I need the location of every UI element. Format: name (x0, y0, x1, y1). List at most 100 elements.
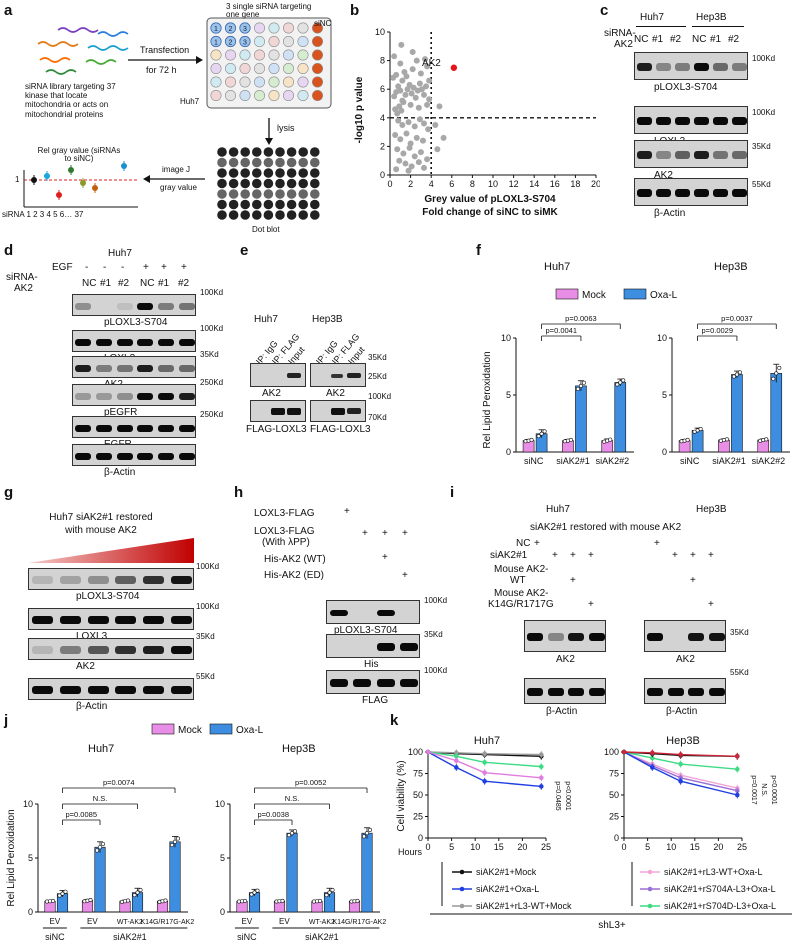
d-mw: 35Kd (200, 350, 219, 359)
k-y-tick-label: 25 (609, 812, 619, 822)
small-dot (121, 163, 127, 169)
i-blot-huh7-ak2-band (527, 633, 544, 641)
d-mw: 100Kd (200, 288, 224, 297)
k-legend-marker (647, 903, 653, 909)
k-legend-label: siAK2#1+rS704A-L3+Oxa-L (664, 884, 776, 894)
dot-blot-spot (228, 178, 239, 189)
k-pvalue: N.S. (760, 783, 767, 797)
c-blot-1 (634, 106, 748, 134)
d-blot-3-band (96, 392, 112, 400)
d-egf-sign: + (161, 262, 167, 273)
c-blot-2-band (713, 151, 728, 159)
c-blot-2-band (694, 151, 709, 159)
dot-blot-spot (217, 168, 227, 178)
k-series-line (623, 751, 738, 792)
g-blot-2-band (87, 646, 109, 654)
i-blot-hep3b-actin (644, 678, 726, 704)
d-blot-4-band (75, 424, 92, 432)
plate-well (282, 62, 294, 74)
bar-dot (361, 834, 366, 839)
b-point (409, 66, 416, 73)
g-blot-0-band (142, 576, 164, 584)
dot-blot-spot (286, 210, 297, 220)
pvalue-label: N.S. (285, 794, 300, 803)
c-sirna: siRNA- (604, 28, 636, 39)
d-sirna: siRNA- (6, 272, 38, 283)
dot-blot-spot (286, 147, 297, 157)
j-legend-mock-swatch (151, 723, 175, 735)
panel-label-e: e (240, 242, 249, 259)
d-blot-2-band (96, 364, 112, 372)
g-blot-0-band (170, 576, 192, 584)
b-point (408, 90, 415, 97)
d-blot-5-band (116, 452, 133, 460)
plate-well (239, 62, 251, 74)
plate-well (311, 22, 323, 34)
e-huh7-ak2-blot (250, 363, 306, 387)
b-point (399, 97, 406, 104)
i-title: siAK2#1 restored with mouse AK2 (530, 522, 682, 533)
h-plus-sign: + (344, 506, 350, 517)
c-blot-0-band (713, 63, 728, 71)
d-lane-label: #1 (158, 278, 170, 289)
plate-well (311, 62, 323, 74)
e-ak2-label-2: AK2 (326, 388, 345, 399)
k-point (454, 765, 459, 770)
f-legend-mock: Mock (582, 290, 607, 301)
bar-dot (364, 831, 369, 836)
k-y-tick-label: 50 (609, 790, 619, 800)
c-blot-2 (634, 140, 748, 168)
b-x-tick-label: 10 (488, 179, 498, 189)
d-blot-2-band (137, 364, 154, 372)
j-group-sinc: siNC (45, 932, 65, 942)
j-group-siak2: siAK2#1 (305, 932, 339, 942)
c-bracket-hep3b (692, 26, 744, 27)
dot-blot-spot (240, 199, 250, 210)
j-cat-label: K14G/R17G-AK2 (141, 919, 195, 926)
k-point (482, 770, 487, 775)
g-blot-1-band (142, 616, 164, 624)
g-blot-3 (28, 678, 194, 700)
b-point (417, 149, 424, 156)
k-legend-marker (647, 869, 653, 875)
panel-c: Huh7 Hep3B siRNA- AK2 NC #1 #2 NC #1 #2 pLOXL… (600, 0, 796, 238)
c-blot-3-band (694, 189, 709, 197)
b-point (393, 166, 400, 173)
k-series-line (427, 751, 542, 768)
b-x-tick-label: 18 (570, 179, 580, 189)
dot-blot-spot (298, 199, 309, 210)
h-plus-sign: + (402, 570, 408, 581)
k-x-tick-label: 25 (737, 842, 747, 852)
b-point (403, 73, 410, 80)
dot-blot-spot (275, 157, 285, 168)
k-point (678, 775, 683, 781)
dot-blot-spot (251, 189, 262, 199)
k-legend-label: siAK2#1+rL3-WT+Mock (476, 901, 572, 911)
dot-blot-spot (251, 199, 262, 210)
plate-well (268, 22, 280, 34)
bar-category-label: siAK2#1 (556, 456, 590, 466)
bar-y-tick-label: 10 (23, 799, 33, 809)
b-point (402, 160, 409, 167)
small-dot (92, 185, 98, 191)
b-x-tick-label: 4 (429, 179, 434, 189)
g-blot-label: AK2 (76, 661, 95, 672)
plate-well (225, 49, 237, 61)
d-lane-label: #2 (178, 278, 190, 289)
dot-blot-spot (298, 189, 309, 199)
d-blot-label: pLOXL3-S704 (104, 317, 168, 328)
d-egf-sign: - (85, 262, 89, 273)
k-series-line (623, 751, 738, 757)
plate-well-target (239, 22, 251, 34)
c-blot-2-band (675, 151, 690, 159)
bar-dot (581, 380, 586, 385)
bar-dot (618, 380, 623, 385)
y-tick-1: 1 (15, 175, 20, 184)
dot-blot-spot (263, 178, 274, 189)
d-blot-1-band (178, 338, 195, 346)
g-blot-1-band (32, 616, 54, 624)
plate-well (254, 62, 266, 74)
plate-well (268, 76, 280, 88)
small-dot (31, 177, 37, 183)
d-blot-0-band (178, 302, 195, 310)
